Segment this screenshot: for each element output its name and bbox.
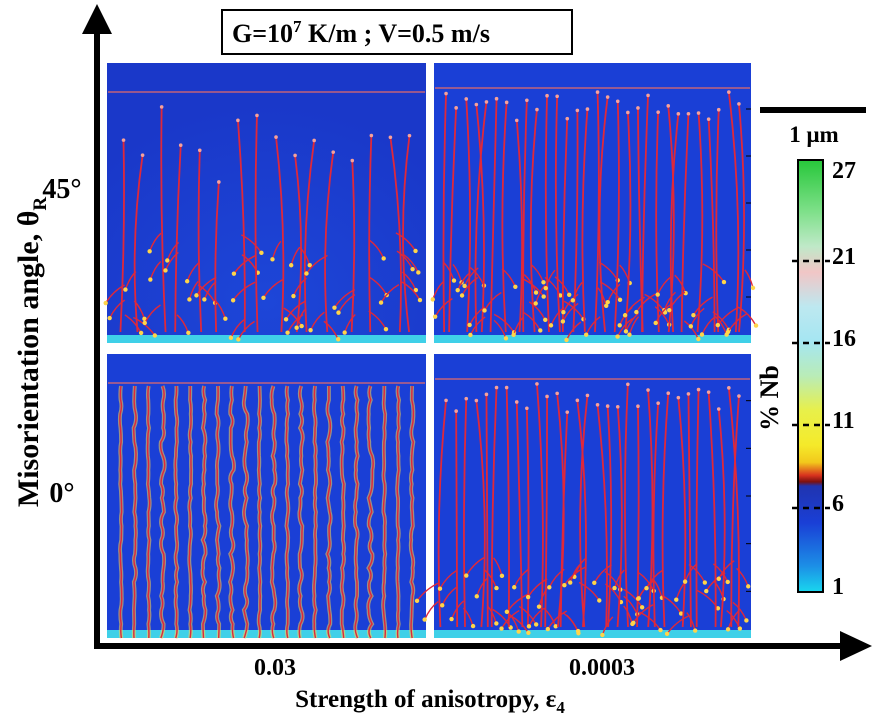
title-box: G=107 K/m ; V=0.5 m/s [221, 9, 573, 55]
colorbar-tick-27: 27 [832, 158, 856, 184]
scale-bar-label: 1 μm [789, 122, 838, 147]
colorbar-tick-21: 21 [832, 244, 856, 270]
y-axis-label: Misorientation angle, θR [12, 197, 51, 507]
x-axis-label: Strength of anisotropy, ε4 [295, 686, 565, 717]
y-tick-0: 0° [49, 478, 74, 509]
y-tick-45: 45° [42, 174, 81, 205]
x-tick-0.03: 0.03 [254, 655, 296, 681]
colorbar-tick-11: 11 [832, 408, 855, 434]
panel-0deg-0.0003 [414, 352, 753, 640]
colorbar-label: % Nb [755, 365, 784, 431]
panel-45deg-0.03 [103, 61, 428, 345]
colorbar-tick-1: 1 [832, 574, 844, 600]
x-axis [94, 631, 872, 661]
colorbar: % Nb 27 21 16 11 6 1 [755, 158, 856, 600]
colorbar-tick-6: 6 [832, 491, 844, 517]
colorbar-tick-16: 16 [832, 326, 856, 352]
x-tick-0.0003: 0.0003 [569, 655, 635, 681]
title-text: G=107 K/m ; V=0.5 m/s [232, 17, 490, 48]
panel-45deg-0.0003 [430, 61, 759, 345]
scale-bar: 1 μm [760, 107, 866, 147]
y-axis [82, 4, 112, 646]
panel-0deg-0.03 [105, 352, 428, 640]
